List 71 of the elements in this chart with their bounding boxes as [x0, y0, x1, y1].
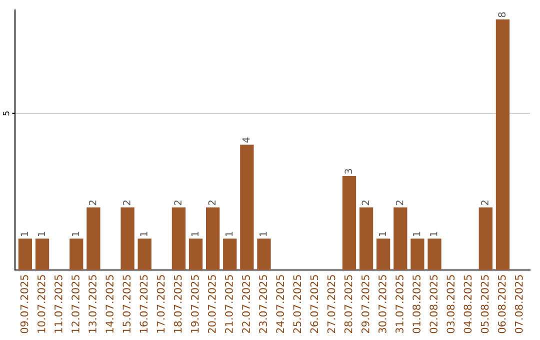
bar — [223, 238, 237, 270]
bar — [120, 207, 134, 270]
bar — [70, 238, 84, 270]
bar — [240, 144, 254, 270]
x-tick-label: 07.08.2025 — [514, 275, 523, 334]
data-label: 1 — [38, 232, 45, 236]
bar — [428, 238, 442, 270]
bar — [257, 238, 271, 270]
data-label: 1 — [260, 232, 267, 236]
data-label: 1 — [430, 232, 438, 236]
x-tick-label: 04.08.2025 — [464, 275, 472, 334]
bar — [172, 207, 186, 270]
bar — [478, 207, 492, 270]
x-tick-label: 26.07.2025 — [310, 275, 318, 334]
x-tick-label: 31.07.2025 — [396, 275, 404, 334]
bar — [410, 238, 424, 270]
data-label: 1 — [413, 232, 420, 236]
bar — [394, 207, 408, 270]
data-label: 2 — [88, 200, 96, 206]
x-tick-label: 20.07.2025 — [208, 275, 216, 334]
data-label: 1 — [191, 232, 198, 236]
x-tick-label: 06.08.2025 — [498, 275, 506, 334]
x-tick-label: 15.07.2025 — [122, 275, 131, 333]
x-tick-label: 19.07.2025 — [190, 275, 199, 333]
bar — [496, 19, 510, 270]
x-tick-label: 29.07.2025 — [361, 275, 370, 334]
bar — [138, 238, 152, 270]
x-tick-label: 05.08.2025 — [480, 275, 489, 334]
bar — [188, 238, 203, 270]
data-label: 2 — [208, 200, 216, 206]
bar — [342, 176, 356, 270]
x-tick-label: 17.07.2025 — [156, 275, 165, 333]
x-tick-label: 02.08.2025 — [430, 275, 438, 334]
data-label: 2 — [174, 200, 182, 206]
bar — [35, 238, 50, 270]
x-tick-label: 30.07.2025 — [378, 275, 386, 334]
data-label: 2 — [396, 200, 404, 206]
x-tick-label: 24.07.2025 — [276, 275, 284, 334]
data-label: 2 — [362, 200, 369, 206]
bar — [376, 238, 390, 270]
x-tick-label: 12.07.2025 — [72, 275, 80, 333]
x-tick-label: 14.07.2025 — [106, 275, 114, 333]
data-label: 1 — [20, 232, 28, 236]
x-tick-label: 27.07.2025 — [327, 275, 336, 334]
x-tick-label: 23.07.2025 — [259, 275, 267, 334]
x-tick-label: 18.07.2025 — [174, 275, 182, 333]
data-label: 2 — [481, 200, 488, 206]
bar — [86, 207, 100, 270]
x-tick-label: 28.07.2025 — [344, 275, 352, 334]
bar — [206, 207, 220, 270]
x-tick-label: 16.07.2025 — [140, 275, 148, 333]
data-label: 8 — [498, 12, 506, 18]
x-tick-label: 25.07.2025 — [293, 275, 302, 334]
x-tick-label: 21.07.2025 — [225, 275, 233, 334]
data-label: 1 — [140, 232, 148, 236]
y-tick-label: 5 — [3, 111, 10, 116]
x-tick-label: 03.08.2025 — [446, 275, 455, 334]
data-label: 1 — [72, 232, 80, 236]
bar — [18, 238, 32, 270]
x-tick-label: 01.08.2025 — [412, 275, 420, 334]
data-label: 3 — [344, 169, 352, 174]
data-label: 2 — [123, 200, 130, 206]
bar — [359, 207, 374, 270]
data-label: 1 — [225, 232, 233, 236]
x-tick-label: 13.07.2025 — [88, 275, 96, 333]
x-tick-label: 10.07.2025 — [37, 275, 46, 333]
x-tick-label: 09.07.2025 — [20, 275, 28, 334]
x-tick-label: 11.07.2025 — [54, 275, 62, 333]
x-tick-label: 22.07.2025 — [242, 275, 250, 334]
data-label: 4 — [242, 137, 250, 143]
data-label: 1 — [378, 232, 386, 236]
